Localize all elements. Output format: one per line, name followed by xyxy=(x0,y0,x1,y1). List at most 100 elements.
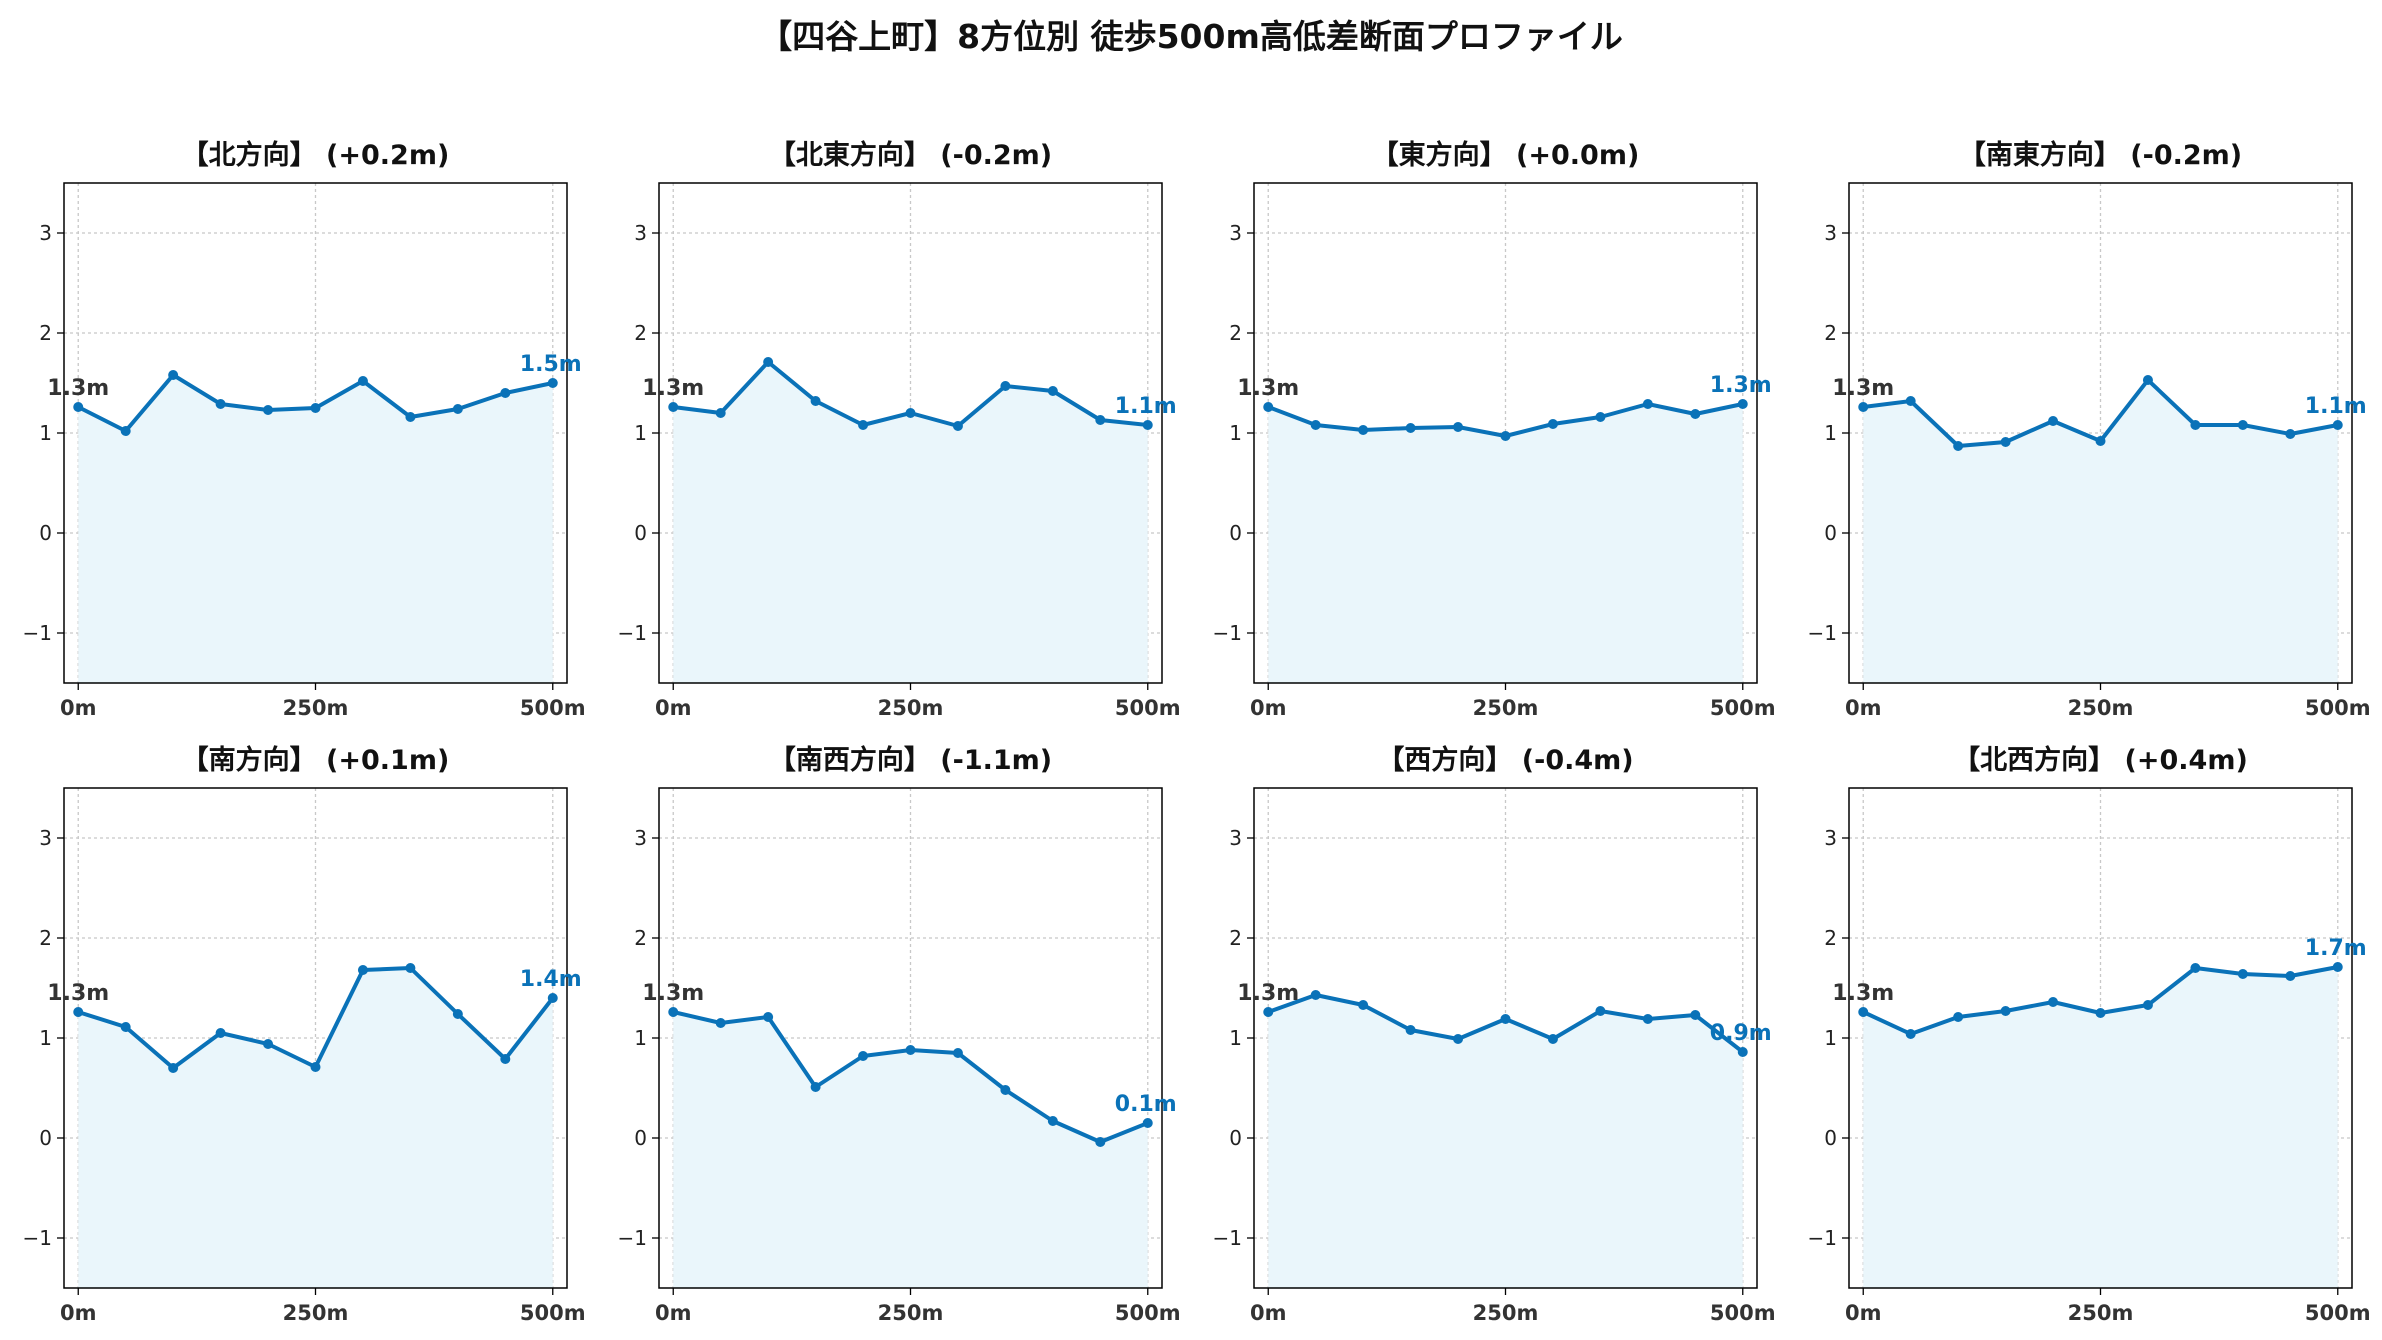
data-point xyxy=(2048,416,2059,426)
data-point xyxy=(2142,1000,2153,1010)
data-point xyxy=(858,1051,869,1061)
data-point xyxy=(1905,396,1916,406)
data-point xyxy=(1737,399,1748,409)
start-elevation-label: 1.3m xyxy=(642,376,704,401)
data-point xyxy=(1547,1034,1558,1044)
data-point xyxy=(2000,437,2011,447)
data-point xyxy=(1858,1007,1869,1017)
data-point xyxy=(1690,409,1701,419)
subplot-title: 【北東方向】 (-0.2m) xyxy=(769,139,1052,171)
y-tick-label: −1 xyxy=(618,621,647,645)
data-point xyxy=(120,1022,131,1032)
y-tick-label: 0 xyxy=(634,521,647,545)
x-tick-label: 500m xyxy=(520,696,586,720)
y-tick-label: 2 xyxy=(39,321,52,345)
data-point xyxy=(168,1063,179,1073)
y-tick-label: −1 xyxy=(23,1226,52,1250)
subplot-2: −1 0 1 2 3 0m 250m 500m 【東方向】 (+0.0m) 1.3m 1.3m xyxy=(1213,139,1776,720)
data-point xyxy=(2095,1008,2106,1018)
x-tick-label: 500m xyxy=(2305,1301,2371,1325)
data-point xyxy=(215,399,226,409)
data-point xyxy=(73,402,84,412)
y-tick-label: −1 xyxy=(1213,1226,1242,1250)
data-point xyxy=(763,357,774,367)
data-point xyxy=(763,1012,774,1022)
data-point xyxy=(1595,1006,1606,1016)
data-point xyxy=(1142,1118,1153,1128)
start-elevation-label: 1.3m xyxy=(1832,376,1894,401)
x-tick-label: 250m xyxy=(1473,1301,1539,1325)
elevation-area xyxy=(673,362,1148,683)
data-point xyxy=(1310,990,1321,1000)
data-point xyxy=(1142,420,1153,430)
data-point xyxy=(1905,1029,1916,1039)
data-point xyxy=(1000,381,1011,391)
data-point xyxy=(120,426,131,436)
start-elevation-label: 1.3m xyxy=(47,981,109,1006)
elevation-area xyxy=(78,968,553,1288)
data-point xyxy=(1453,1034,1464,1044)
start-elevation-label: 1.3m xyxy=(642,981,704,1006)
data-point xyxy=(1405,423,1416,433)
data-point xyxy=(905,408,916,418)
data-point xyxy=(668,402,679,412)
data-point xyxy=(1000,1085,1011,1095)
data-point xyxy=(405,963,416,973)
y-tick-label: 1 xyxy=(1824,421,1837,445)
y-tick-label: 2 xyxy=(1824,926,1837,950)
data-point xyxy=(1263,402,1274,412)
x-tick-label: 250m xyxy=(2068,696,2134,720)
y-tick-label: 0 xyxy=(1229,521,1242,545)
y-tick-label: 3 xyxy=(1229,826,1242,850)
data-point xyxy=(2285,971,2296,981)
start-elevation-label: 1.3m xyxy=(1832,981,1894,1006)
y-tick-label: 2 xyxy=(39,926,52,950)
subplot-1: −1 0 1 2 3 0m 250m 500m 【北東方向】 (-0.2m) 1.3m 1.1m xyxy=(618,139,1181,720)
y-tick-label: 2 xyxy=(1229,926,1242,950)
page-title: 【四谷上町】8方位別 徒歩500m高低差断面プロファイル xyxy=(759,17,1623,56)
x-tick-label: 0m xyxy=(655,1301,692,1325)
data-point xyxy=(357,376,368,386)
data-point xyxy=(452,1009,463,1019)
elevation-area xyxy=(1863,967,2338,1288)
y-tick-label: 1 xyxy=(634,421,647,445)
x-tick-label: 500m xyxy=(1115,1301,1181,1325)
data-point xyxy=(810,1082,821,1092)
y-tick-label: −1 xyxy=(618,1226,647,1250)
data-point xyxy=(1953,441,1964,451)
subplot-3: −1 0 1 2 3 0m 250m 500m 【南東方向】 (-0.2m) 1.3m 1.1m xyxy=(1808,139,2371,720)
data-point xyxy=(1500,1014,1511,1024)
data-point xyxy=(2332,962,2343,972)
data-point xyxy=(858,420,869,430)
data-point xyxy=(1953,1012,1964,1022)
y-tick-label: 0 xyxy=(634,1126,647,1150)
x-tick-label: 500m xyxy=(520,1301,586,1325)
data-point xyxy=(1453,422,1464,432)
data-point xyxy=(547,378,558,388)
data-point xyxy=(1690,1010,1701,1020)
y-tick-label: 0 xyxy=(1824,521,1837,545)
data-point xyxy=(2285,429,2296,439)
data-point xyxy=(2237,420,2248,430)
data-point xyxy=(2237,969,2248,979)
y-tick-label: 0 xyxy=(39,521,52,545)
elevation-area xyxy=(673,1012,1148,1288)
data-point xyxy=(1047,386,1058,396)
y-tick-label: 3 xyxy=(39,221,52,245)
data-point xyxy=(2190,420,2201,430)
y-tick-label: 3 xyxy=(634,221,647,245)
data-point xyxy=(2332,420,2343,430)
end-elevation-label: 1.1m xyxy=(2305,394,2367,419)
y-tick-label: 0 xyxy=(1824,1126,1837,1150)
subplot-0: −1 0 1 2 3 0m 250m 500m 【北方向】 (+0.2m) 1.3m 1.5m xyxy=(23,139,586,720)
elevation-area xyxy=(1268,995,1743,1288)
data-point xyxy=(500,388,511,398)
data-point xyxy=(2000,1006,2011,1016)
y-tick-label: −1 xyxy=(1213,621,1242,645)
data-point xyxy=(1310,420,1321,430)
subplot-5: −1 0 1 2 3 0m 250m 500m 【南西方向】 (-1.1m) 1.3m 0.1m xyxy=(618,744,1181,1325)
subplot-title: 【北方向】 (+0.2m) xyxy=(182,139,450,171)
elevation-area xyxy=(1268,404,1743,683)
data-point xyxy=(810,396,821,406)
data-point xyxy=(1737,1047,1748,1057)
